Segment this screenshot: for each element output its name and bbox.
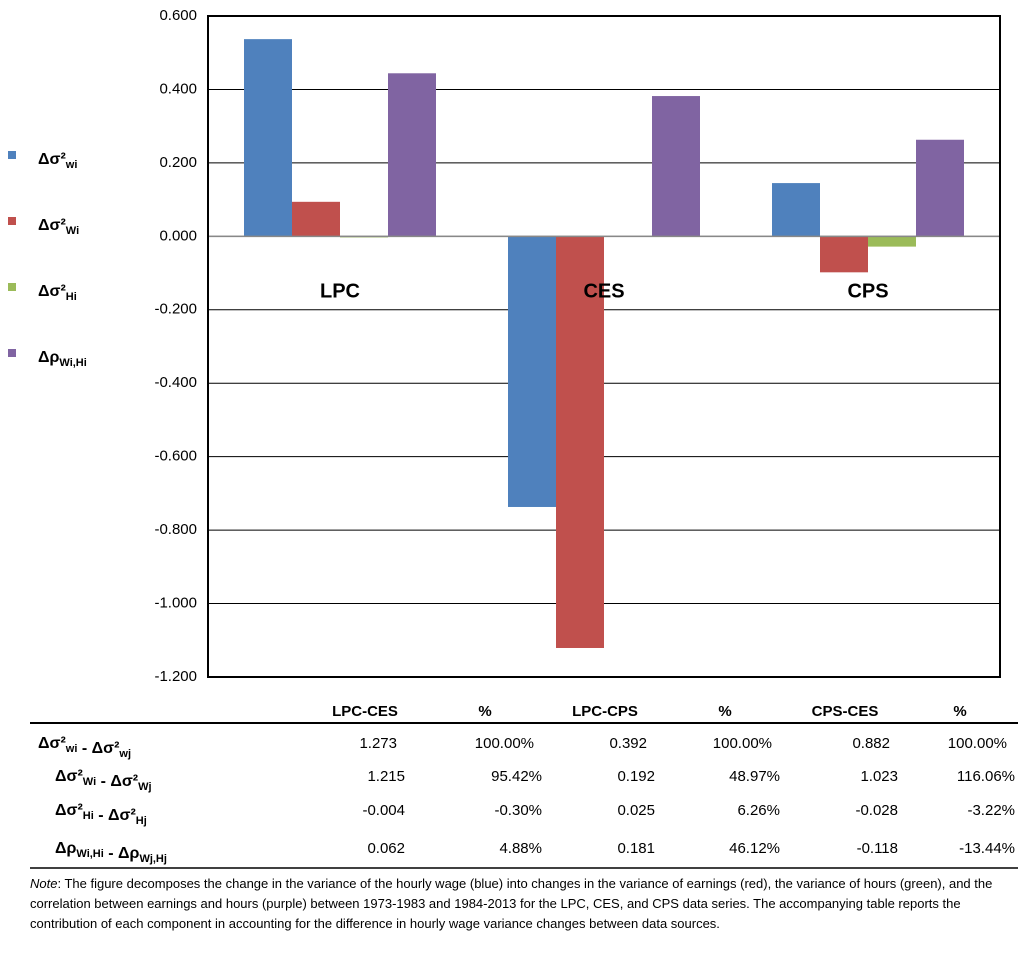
- legend-swatch: [8, 283, 16, 291]
- row-label: Δσ²wi - Δσ²wj: [38, 735, 131, 760]
- table-cell: 1.273: [359, 735, 397, 752]
- bar: [820, 236, 868, 273]
- table-cell: -0.028: [855, 802, 898, 819]
- table-header: %: [953, 703, 966, 720]
- table-cell: -0.30%: [494, 802, 542, 819]
- bar: [508, 236, 556, 507]
- table-cell: 1.023: [860, 768, 898, 785]
- category-label: CES: [583, 280, 624, 302]
- table-cell: 100.00%: [713, 735, 772, 752]
- table-header: %: [718, 703, 731, 720]
- y-tick-label: -0.200: [154, 301, 197, 318]
- table-header: LPC-CES: [332, 703, 398, 720]
- table-cell: -0.004: [362, 802, 405, 819]
- table-header: LPC-CPS: [572, 703, 638, 720]
- note-text: : The figure decomposes the change in th…: [30, 876, 993, 931]
- bar: [244, 39, 292, 237]
- y-tick-label: -0.800: [154, 521, 197, 538]
- y-tick-label: -0.600: [154, 448, 197, 465]
- bar: [772, 183, 820, 237]
- y-tick-label: 0.400: [159, 80, 197, 97]
- category-label: LPC: [320, 280, 360, 302]
- table-cell: -0.118: [857, 840, 898, 857]
- y-tick-label: -1.000: [154, 595, 197, 612]
- y-tick-label: -0.400: [154, 374, 197, 391]
- row-label: Δσ²Wi - Δσ²Wj: [55, 768, 152, 793]
- bar: [556, 236, 604, 648]
- table-cell: 100.00%: [475, 735, 534, 752]
- bar: [916, 139, 964, 237]
- table-cell: 6.26%: [737, 802, 780, 819]
- legend-label: ΔρWi,Hi: [38, 349, 87, 369]
- table-cell: 116.06%: [957, 768, 1015, 785]
- table-cell: 0.025: [617, 802, 655, 819]
- plot-border: [207, 15, 1001, 678]
- table-cell: -13.44%: [959, 840, 1015, 857]
- table-cell: 0.181: [617, 840, 655, 857]
- table-cell: 95.42%: [491, 768, 542, 785]
- legend-label: Δσ²Wi: [38, 217, 79, 237]
- table-cell: 100.00%: [948, 735, 1007, 752]
- table-cell: -3.22%: [967, 802, 1015, 819]
- y-tick-label: 0.200: [159, 154, 197, 171]
- category-label: CPS: [847, 280, 888, 302]
- table-cell: 1.215: [367, 768, 405, 785]
- note: Note: The figure decomposes the change i…: [30, 874, 1010, 934]
- table-header: CPS-CES: [812, 703, 879, 720]
- legend-swatch: [8, 151, 16, 159]
- table-header: %: [478, 703, 491, 720]
- chart: 0.600 0.400 0.200 0.000 -0.200 -0.400 -0.600 -0…: [8, 7, 1018, 869]
- table-cell: 46.12%: [729, 840, 780, 857]
- row-label: Δσ²Hi - Δσ²Hj: [55, 802, 147, 827]
- table-cell: 48.97%: [729, 768, 780, 785]
- bar: [868, 236, 916, 247]
- bar: [388, 73, 436, 237]
- y-tick-label: -1.200: [154, 668, 197, 685]
- legend-label: Δσ²wi: [38, 151, 77, 171]
- legend-swatch: [8, 217, 16, 225]
- table-cell: 0.062: [367, 840, 405, 857]
- legend-swatch: [8, 349, 16, 357]
- bar: [292, 201, 340, 237]
- bar: [652, 96, 700, 237]
- table-cell: 0.882: [852, 735, 890, 752]
- table-cell: 4.88%: [499, 840, 542, 857]
- legend-label: Δσ²Hi: [38, 283, 77, 303]
- table-cell: 0.192: [617, 768, 655, 785]
- y-tick-label: 0.000: [159, 227, 197, 244]
- row-label: ΔρWi,Hi - ΔρWj,Hj: [55, 840, 167, 865]
- table-cell: 0.392: [609, 735, 647, 752]
- y-tick-label: 0.600: [159, 7, 197, 24]
- note-label: Note: [30, 876, 58, 891]
